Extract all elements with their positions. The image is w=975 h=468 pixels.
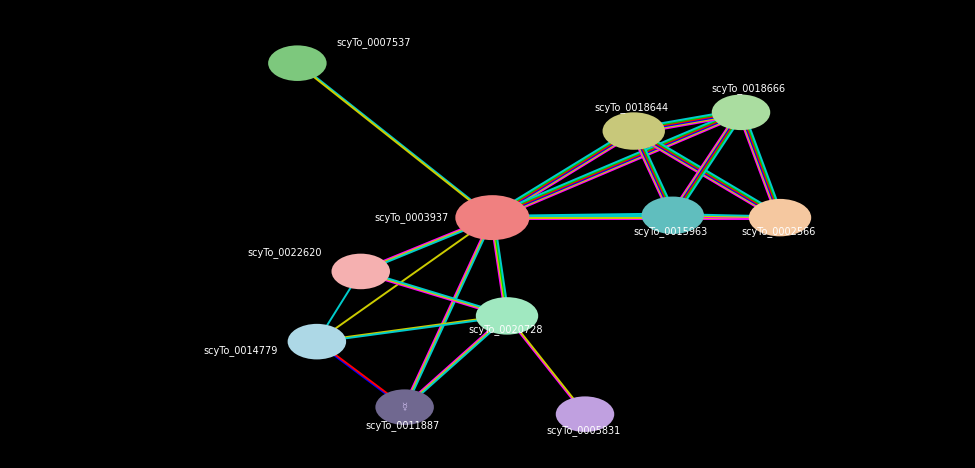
Ellipse shape — [455, 195, 529, 240]
Text: scyTo_0022620: scyTo_0022620 — [248, 247, 322, 258]
Text: scyTo_0020728: scyTo_0020728 — [468, 324, 542, 336]
Ellipse shape — [712, 95, 770, 130]
Text: scyTo_0011887: scyTo_0011887 — [366, 420, 440, 431]
Text: scyTo_0005831: scyTo_0005831 — [546, 425, 620, 436]
Ellipse shape — [749, 199, 811, 236]
Text: scyTo_0014779: scyTo_0014779 — [204, 345, 278, 357]
Text: scyTo_0018666: scyTo_0018666 — [712, 83, 786, 95]
Ellipse shape — [268, 45, 327, 81]
Text: scyTo_0018644: scyTo_0018644 — [595, 102, 669, 113]
Ellipse shape — [476, 297, 538, 335]
Ellipse shape — [642, 197, 704, 234]
Text: scyTo_0002566: scyTo_0002566 — [741, 226, 815, 237]
Ellipse shape — [332, 254, 390, 289]
Ellipse shape — [288, 324, 346, 359]
Ellipse shape — [603, 112, 665, 150]
Text: ☿: ☿ — [402, 402, 408, 412]
Ellipse shape — [375, 389, 434, 425]
Text: scyTo_0003937: scyTo_0003937 — [374, 212, 449, 223]
Text: scyTo_0007537: scyTo_0007537 — [336, 37, 410, 48]
Text: scyTo_0015963: scyTo_0015963 — [634, 226, 708, 237]
Ellipse shape — [556, 396, 614, 432]
